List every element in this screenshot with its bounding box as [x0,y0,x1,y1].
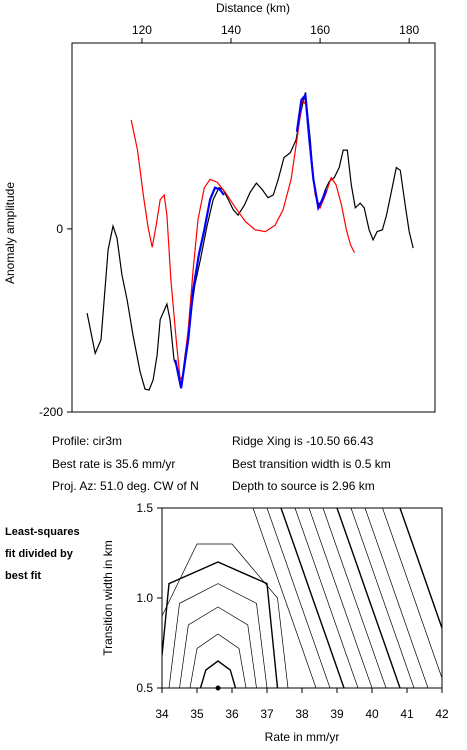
contour-line [179,606,257,688]
note: best fit [5,570,41,582]
annotation: Proj. Az: 51.0 deg. CW of N [52,479,199,493]
y-axis-title: Transition width in km [101,540,115,656]
annotation: Depth to source is 2.96 km [232,479,375,493]
y-tick-label: -200 [39,405,63,419]
plot-frame [71,42,436,413]
x-tick-label: 120 [132,23,152,37]
series-line [174,92,328,389]
annotation: Best transition width is 0.5 km [232,457,391,471]
x-tick-label: 35 [190,707,204,721]
annotation: Best rate is 35.6 mm/yr [52,457,175,471]
best-fit-point [215,685,221,691]
x-tick-label: 160 [310,23,330,37]
contour-line [322,508,387,688]
contour-line [382,508,442,680]
contour-line [162,543,289,688]
note: fit divided by [5,548,74,560]
y-tick-label: 1.0 [136,591,153,605]
x-tick-label: 38 [295,707,309,721]
x-tick-label: 40 [365,707,379,721]
contour-line [266,508,331,688]
x-tick-label: 36 [225,707,239,721]
x-tick-label: 42 [435,707,449,721]
x-tick-label: 180 [399,23,419,37]
contour-line [364,508,429,688]
contour-line [308,508,373,688]
x-axis-title: Distance (km) [216,1,290,15]
contour-line [399,508,442,631]
y-axis-title: Anomaly amplitude [3,182,17,284]
plot-frame [161,507,443,689]
contour-line [199,660,237,688]
x-tick-label: 140 [221,23,241,37]
x-tick-label: 37 [260,707,274,721]
x-tick-label: 39 [330,707,344,721]
contour-line [168,583,268,688]
contour-line [280,508,345,688]
x-tick-label: 41 [400,707,414,721]
x-axis-title: Rate in mm/yr [265,730,340,744]
series-line [130,98,355,382]
contour-line [350,508,415,688]
contour-line [252,508,317,688]
contour-line [189,633,247,688]
annotation: Profile: cir3m [52,434,122,448]
series-line [86,92,414,391]
y-tick-label: 0 [56,222,63,236]
annotation: Ridge Xing is -10.50 66.43 [232,434,374,448]
contour-line [162,561,279,688]
contour-line [336,508,401,688]
note: Least-squares [5,526,80,538]
y-tick-label: 1.5 [136,501,153,515]
contour-line [294,508,359,688]
x-tick-label: 34 [155,707,169,721]
y-tick-label: 0.5 [136,681,153,695]
